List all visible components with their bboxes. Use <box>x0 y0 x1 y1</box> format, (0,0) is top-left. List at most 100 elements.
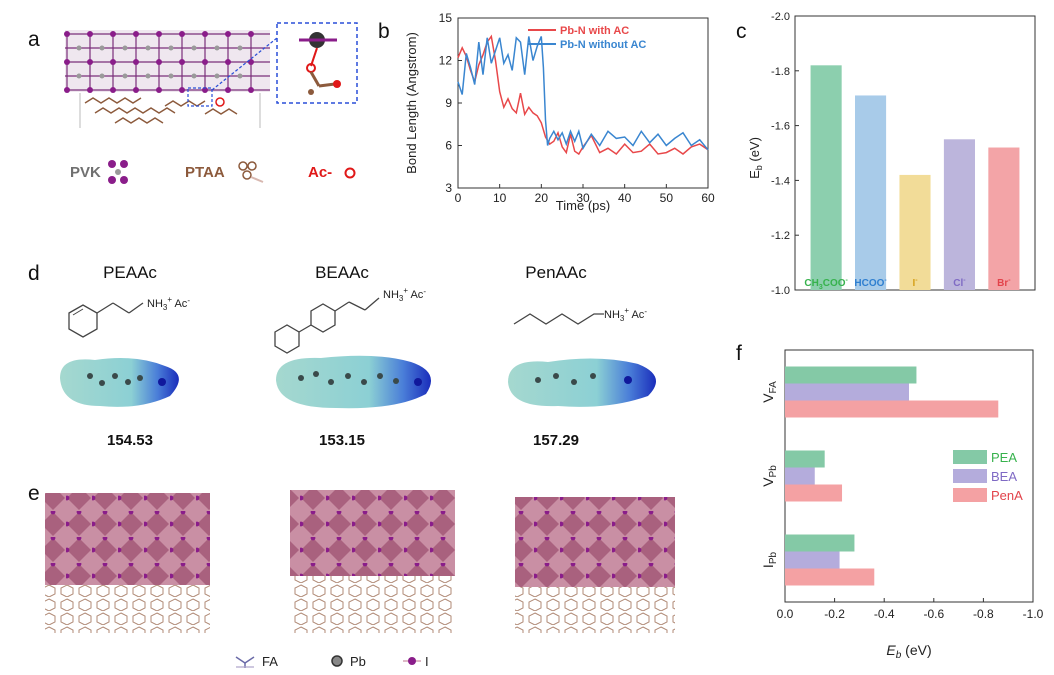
chart-c-bar <box>855 95 887 291</box>
chart-f-legend-swatch <box>953 488 987 502</box>
chart-c-bar <box>899 174 931 290</box>
svg-text:NH3+ Ac-: NH3+ Ac- <box>383 286 426 303</box>
slab-beaac <box>290 490 455 633</box>
chart-c-category-label: Br- <box>997 277 1011 289</box>
chart-b-legend-label: Pb-N without AC <box>560 39 646 51</box>
chart-f-bar <box>785 366 917 384</box>
chart-f-x-tick-label: -0.8 <box>973 607 994 621</box>
defect-binding-energy-chart: 0.0 -0.2 -0.4 -0.6 -0.8 -1.0 VFA VPb IPb PEA BEA… <box>760 349 1044 661</box>
panel-label-f: f <box>736 342 742 365</box>
chart-b-x-tick-label: 50 <box>660 191 674 205</box>
chart-f-bar <box>785 383 909 401</box>
chart-c-category-label: Cl- <box>953 277 966 289</box>
panel-label-b: b <box>378 20 390 43</box>
chart-c-y-tick-label: -1.6 <box>771 121 790 133</box>
penaac-structure: NH3+ Ac- <box>513 306 647 325</box>
chart-c-y-tick-label: -1.0 <box>771 285 790 297</box>
chart-b-x-tick-label: 40 <box>618 191 632 205</box>
acetate-icon <box>344 167 356 179</box>
panel-label-a: a <box>28 28 40 51</box>
chart-c-y-axis-label: Eb (eV) <box>747 137 764 179</box>
chart-f-bar <box>785 400 999 418</box>
chart-f-category-label: VFA <box>760 381 779 403</box>
binding-energy-anion-chart: -2.0 -1.8 -1.6 -1.4 -1.2 -1.0 CH3COO- HCOO- I- C… <box>747 11 1036 297</box>
esp-map-penaac <box>508 358 656 407</box>
chart-f-x-tick-label: -1.0 <box>1023 607 1044 621</box>
iodine-icon <box>403 657 421 665</box>
chart-f-category-label: VPb <box>760 465 779 487</box>
ptaa-icon <box>238 161 264 183</box>
chart-b-legend-label: Pb-N with AC <box>560 25 629 37</box>
chart-c-y-tick-label: -1.4 <box>771 175 790 187</box>
chart-c-y-tick-label: -1.8 <box>771 66 790 78</box>
chart-b-series-without-ac <box>457 36 709 151</box>
chart-f-x-tick-label: 0.0 <box>777 607 794 621</box>
chart-b-x-tick-label: 20 <box>535 191 549 205</box>
zoom-box-small <box>187 87 213 107</box>
chart-f-bar <box>785 450 825 468</box>
molecule-name-penaac: PenAAc <box>525 263 587 282</box>
bond-length-chart: 0 10 20 30 40 50 60 3 6 9 12 15 Pb-N with AC Pb-N wi… <box>404 11 715 213</box>
chart-b-y-axis-label: Bond Length (Angstrom) <box>404 32 419 174</box>
legend-acetate-label: Ac- <box>308 164 333 181</box>
legend-ptaa-label: PTAA <box>185 164 225 181</box>
slab-peaac <box>45 493 210 633</box>
ptaa-layer-illustration <box>84 97 238 124</box>
chart-b-y-tick-label: 12 <box>439 54 453 68</box>
panel-a-structure <box>64 22 358 128</box>
chart-b-y-tick-label: 3 <box>445 181 452 195</box>
perovskite-lattice-illustration <box>64 30 270 93</box>
chart-b-y-tick-label: 15 <box>439 11 453 25</box>
chart-c-category-label: I- <box>912 277 918 289</box>
legend-pvk-label: PVK <box>70 164 101 181</box>
chart-c-y-tick-label: -2.0 <box>771 11 790 23</box>
chart-b-x-axis-label: Time (ps) <box>556 198 610 213</box>
panel-label-c: c <box>736 20 747 43</box>
chart-f-bar <box>785 467 815 485</box>
chart-f-legend-swatch <box>953 450 987 464</box>
chart-f-category-label: IPb <box>760 552 779 569</box>
chart-c-bar <box>810 65 842 290</box>
chart-b-x-tick-label: 30 <box>576 191 590 205</box>
chart-c-category-label: CH3COO- <box>804 277 848 291</box>
esp-value-penaac: 157.29 <box>533 432 579 449</box>
chart-b-x-tick-label: 60 <box>701 191 715 205</box>
chart-f-legend-label: PEA <box>991 450 1017 465</box>
esp-map-peaac <box>60 358 179 407</box>
chart-f-bar <box>785 568 875 586</box>
esp-value-beaac: 153.15 <box>319 432 365 449</box>
slab-penaac <box>515 497 675 633</box>
peaac-structure: NH3+ Ac- <box>68 295 190 338</box>
zoom-inset <box>276 22 358 104</box>
beaac-structure: NH3+ Ac- <box>274 286 426 354</box>
panel-label-e: e <box>28 482 40 505</box>
chart-f-legend-swatch <box>953 469 987 483</box>
chart-b-series-with-ac <box>457 34 709 156</box>
esp-maps <box>60 355 656 409</box>
chart-f-bar <box>785 551 840 569</box>
pb-icon <box>331 655 343 667</box>
esp-map-beaac <box>276 355 431 409</box>
chart-c-category-label: HCOO- <box>854 277 887 289</box>
legend-fa-label: FA <box>262 654 278 669</box>
esp-value-peaac: 154.53 <box>107 432 153 449</box>
chart-f-legend-label: PenA <box>991 488 1023 503</box>
chart-f-x-axis-label: Eb (eV) <box>886 642 931 661</box>
chart-b-y-tick-label: 6 <box>445 139 452 153</box>
legend-iodine-label: I <box>425 654 429 669</box>
chart-f-bar <box>785 534 855 552</box>
chart-f-x-tick-label: -0.2 <box>824 607 845 621</box>
svg-text:Eb (eV): Eb (eV) <box>747 137 764 179</box>
chart-b-x-tick-label: 10 <box>493 191 507 205</box>
chart-f-bar <box>785 484 843 502</box>
chart-c-bar <box>988 147 1020 290</box>
molecule-name-peaac: PEAAc <box>103 263 157 282</box>
chart-c-bar <box>943 139 975 290</box>
legend-pb-label: Pb <box>350 654 366 669</box>
chart-c-y-tick-label: -1.2 <box>771 230 790 242</box>
chart-b-y-tick-label: 9 <box>445 96 452 110</box>
svg-text:NH3+ Ac-: NH3+ Ac- <box>147 295 190 312</box>
panel-label-d: d <box>28 262 40 285</box>
fa-icon <box>235 656 255 668</box>
svg-text:NH3+ Ac-: NH3+ Ac- <box>604 306 647 323</box>
